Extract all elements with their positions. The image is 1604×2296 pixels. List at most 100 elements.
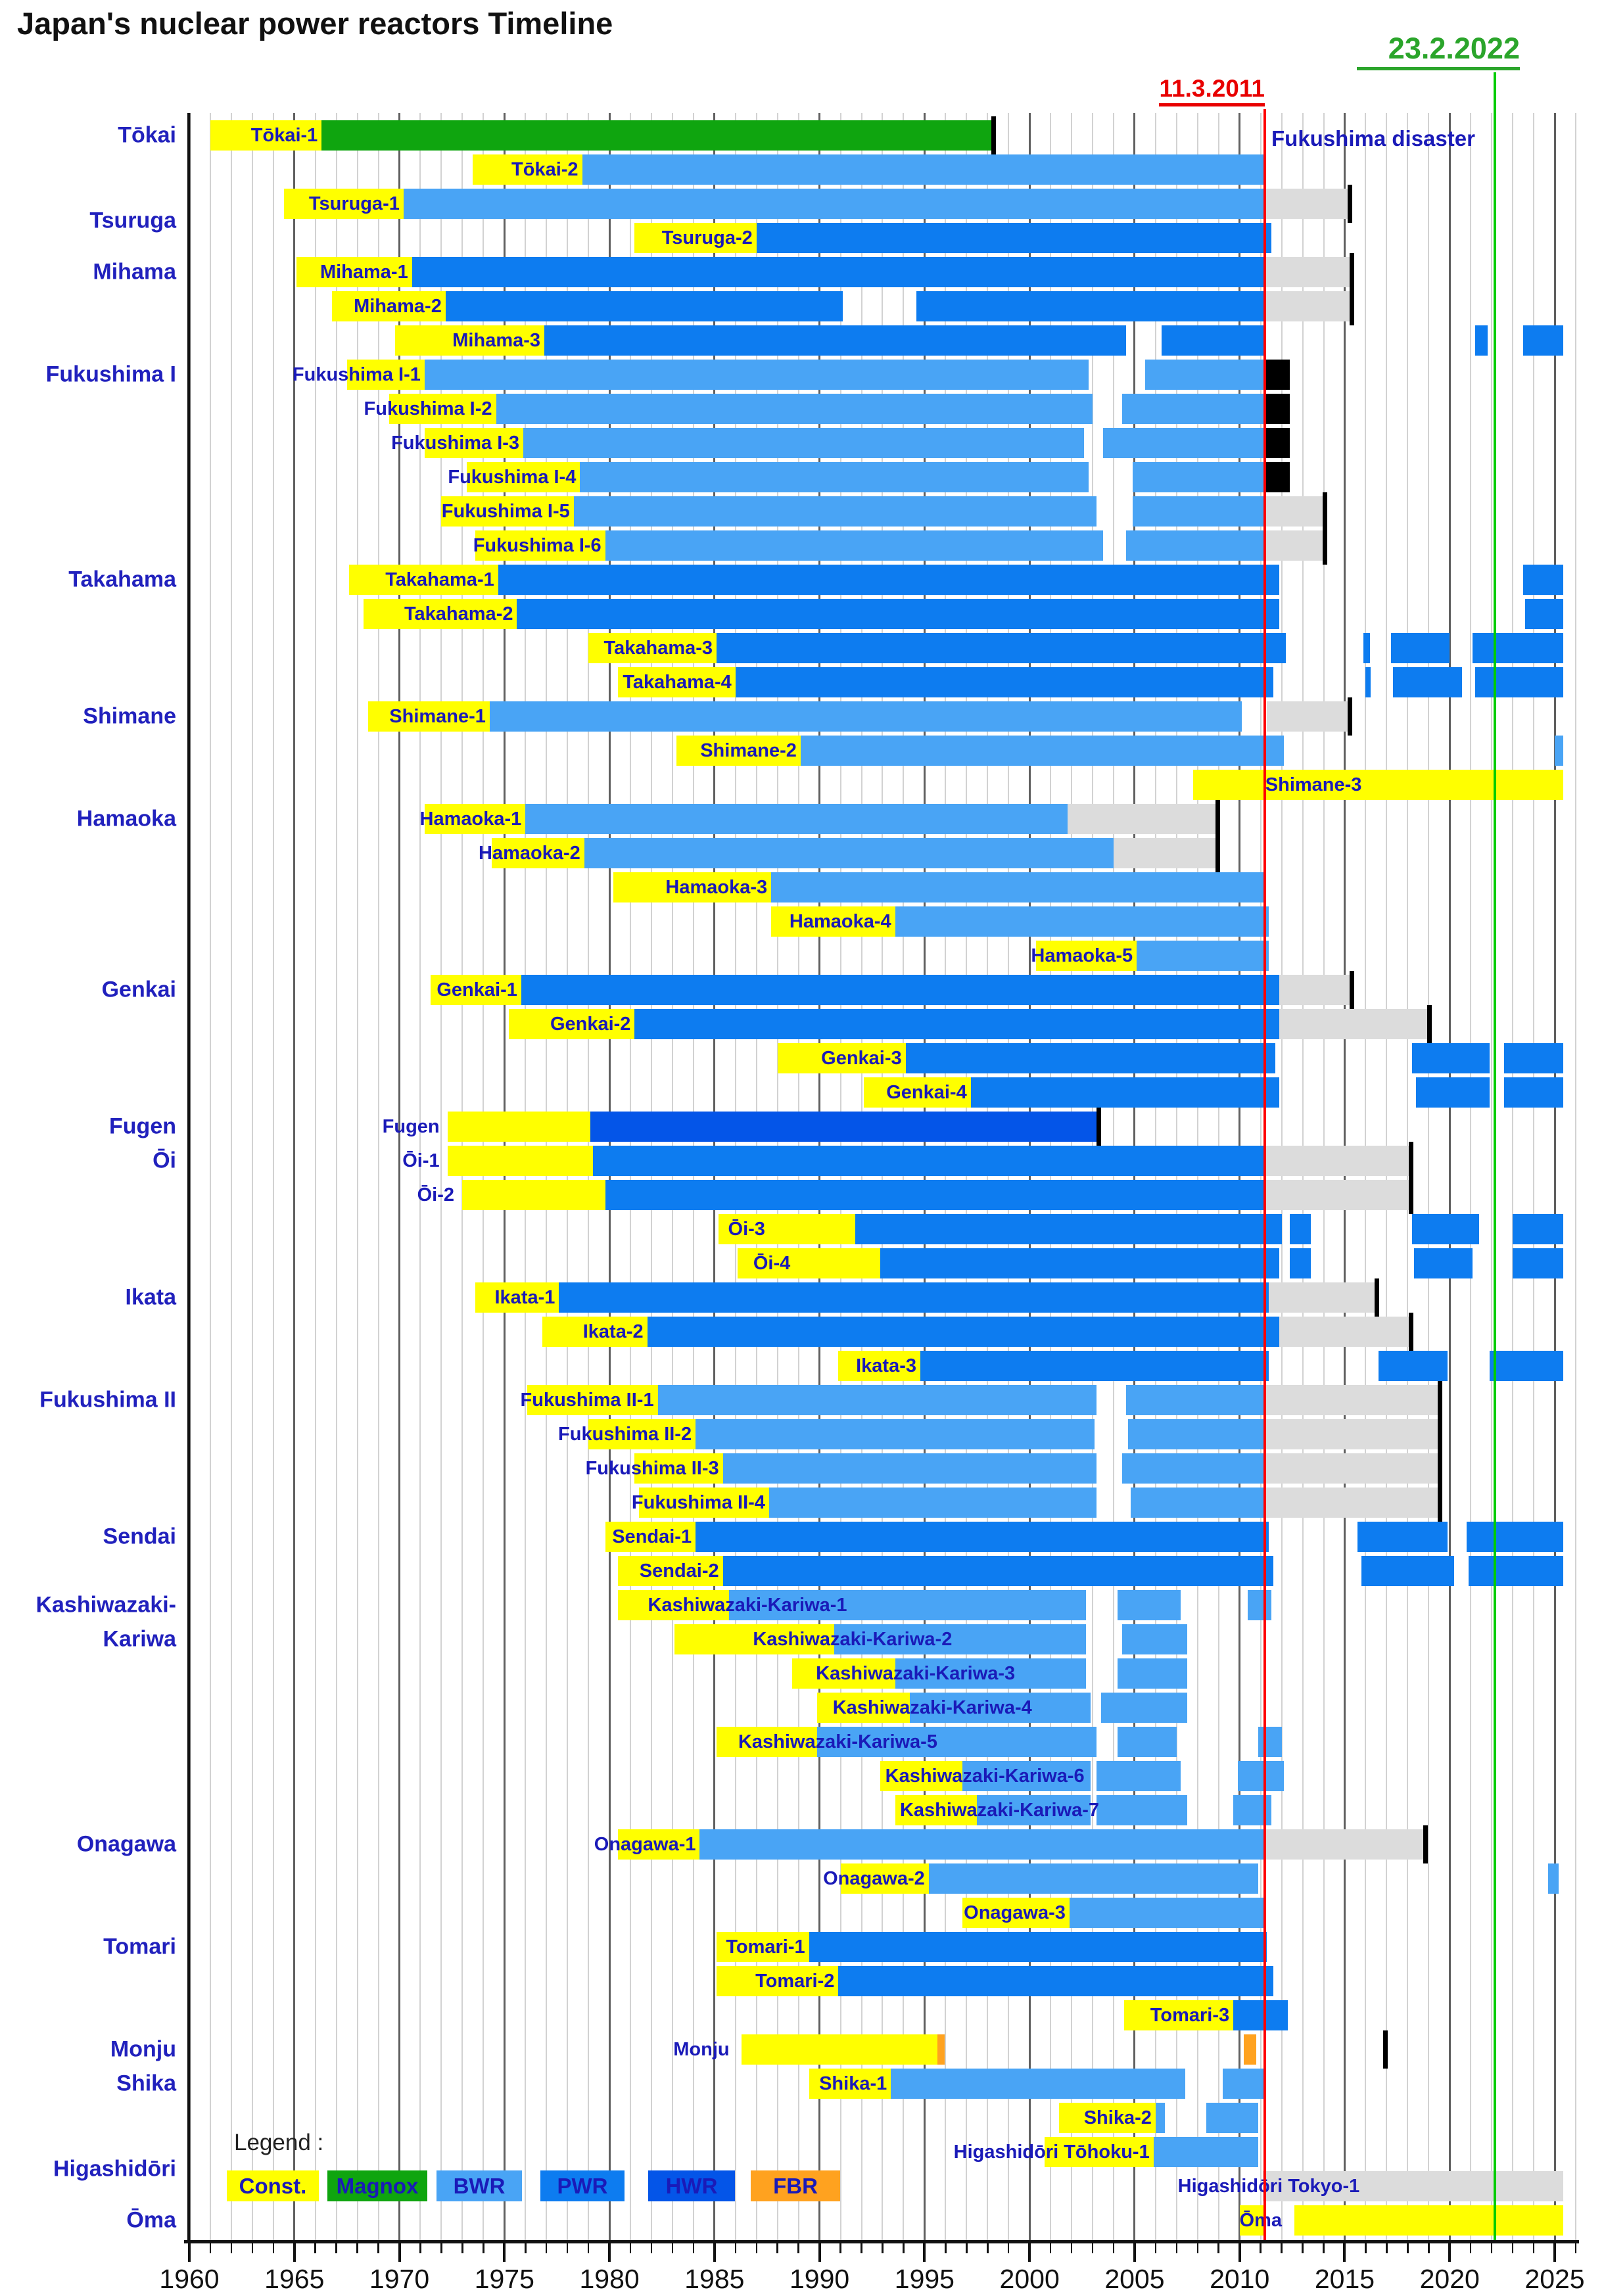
operation-bar bbox=[1468, 1556, 1563, 1586]
decommission-tick bbox=[1383, 2030, 1388, 2069]
operation-bar bbox=[1097, 1761, 1181, 1791]
grid-line-minor bbox=[1071, 113, 1073, 2240]
reactor-label: Fukushima II-3 bbox=[585, 1458, 719, 1479]
operation-bar bbox=[1132, 496, 1265, 527]
operation-bar bbox=[756, 223, 1271, 253]
x-axis-major-tick bbox=[293, 2243, 296, 2262]
construction-bar bbox=[717, 1727, 818, 1757]
grid-line-minor bbox=[1365, 113, 1367, 2240]
decommission-tick bbox=[1215, 834, 1220, 872]
operation-bar bbox=[1416, 1077, 1490, 1108]
construction-bar bbox=[1193, 770, 1563, 800]
reactor-label: Mihama-1 bbox=[319, 262, 408, 283]
construction-bar bbox=[1058, 2103, 1156, 2133]
grid-line-minor bbox=[1533, 113, 1535, 2240]
construction-bar bbox=[840, 1863, 929, 1894]
x-axis-year-label: 2020 bbox=[1419, 2264, 1480, 2294]
grid-line-minor bbox=[1512, 113, 1514, 2240]
suspended-bar bbox=[1264, 257, 1352, 287]
construction-bar bbox=[283, 189, 404, 219]
grid-line-major bbox=[1343, 113, 1346, 2240]
grid-line-minor bbox=[755, 113, 757, 2240]
suspended-bar bbox=[1113, 838, 1217, 868]
reactor-label: Fukushima I-3 bbox=[391, 433, 520, 454]
x-axis-minor-tick bbox=[755, 2243, 757, 2253]
legend-swatch-magnox: Magnox bbox=[327, 2170, 427, 2201]
station-label: Shika bbox=[116, 2071, 176, 2096]
operation-bar bbox=[412, 257, 1265, 287]
operation-bar bbox=[1525, 599, 1563, 629]
suspended-bar bbox=[1264, 1453, 1440, 1484]
x-axis-minor-tick bbox=[1428, 2243, 1430, 2253]
grid-line-minor bbox=[903, 113, 905, 2240]
construction-bar bbox=[1239, 2205, 1265, 2236]
operation-bar bbox=[809, 1932, 1267, 1962]
station-label: Tōkai bbox=[118, 122, 176, 148]
operation-bar bbox=[521, 975, 1280, 1005]
grid-line-minor bbox=[525, 113, 527, 2240]
decommission-tick bbox=[1215, 800, 1220, 838]
suspended-bar bbox=[1264, 1385, 1440, 1415]
reactor-label: Shimane-2 bbox=[700, 740, 797, 761]
page-title: Japan's nuclear power reactors Timeline bbox=[17, 6, 613, 41]
reactor-label: Higashidōri Tōhoku-1 bbox=[953, 2142, 1150, 2163]
reactor-label: Fukushima II-2 bbox=[558, 1424, 692, 1445]
reactor-label: Onagawa-2 bbox=[823, 1868, 925, 1889]
construction-bar bbox=[719, 1214, 855, 1244]
operation-bar bbox=[696, 1419, 1095, 1449]
x-axis-minor-tick bbox=[545, 2243, 548, 2253]
grid-line-minor bbox=[1154, 113, 1156, 2240]
operation-bar bbox=[1523, 565, 1563, 595]
construction-bar bbox=[364, 599, 517, 629]
construction-bar bbox=[792, 1658, 895, 1689]
operation-bar bbox=[1118, 1727, 1177, 1757]
construction-bar bbox=[210, 120, 322, 151]
construction-bar bbox=[838, 1351, 920, 1381]
operation-bar bbox=[1365, 667, 1371, 697]
construction-bar bbox=[424, 804, 526, 834]
x-axis-year-label: 2000 bbox=[999, 2264, 1060, 2294]
operation-bar bbox=[1121, 1624, 1187, 1654]
operation-bar bbox=[1513, 1214, 1563, 1244]
construction-bar bbox=[1035, 941, 1137, 971]
x-axis-minor-tick bbox=[882, 2243, 884, 2253]
construction-bar bbox=[448, 1146, 593, 1176]
grid-line-minor bbox=[483, 113, 484, 2240]
construction-bar bbox=[962, 1898, 1070, 1928]
construction-bar bbox=[441, 496, 574, 527]
decommission-tick bbox=[1438, 1484, 1443, 1522]
reactor-label: Takahama-1 bbox=[385, 569, 494, 590]
operation-bar bbox=[605, 530, 1103, 561]
reactor-label: Tomari-3 bbox=[1150, 2005, 1230, 2026]
destroyed-bar bbox=[1264, 394, 1290, 424]
grid-line-major bbox=[503, 113, 506, 2240]
station-label: Takahama bbox=[68, 567, 176, 592]
grid-line-minor bbox=[1491, 113, 1493, 2240]
decommission-tick bbox=[1350, 971, 1355, 1009]
operation-bar bbox=[517, 599, 1280, 629]
grid-line-minor bbox=[839, 113, 841, 2240]
x-axis-year-label: 1980 bbox=[579, 2264, 640, 2294]
destroyed-bar bbox=[1264, 360, 1290, 390]
grid-line-minor bbox=[230, 113, 232, 2240]
x-axis-minor-tick bbox=[1532, 2243, 1535, 2253]
grid-line-minor bbox=[567, 113, 569, 2240]
construction-bar bbox=[617, 667, 736, 697]
operation-bar bbox=[1473, 633, 1563, 663]
legend-swatch-pwr: PWR bbox=[540, 2170, 625, 2201]
reactor-label: Tomari-2 bbox=[755, 1971, 835, 1992]
decommission-tick bbox=[1322, 492, 1327, 530]
construction-bar bbox=[466, 462, 580, 492]
reactor-label: Hamaoka-2 bbox=[479, 843, 580, 864]
suspended-bar bbox=[1264, 496, 1324, 527]
construction-bar bbox=[492, 838, 584, 868]
reactor-label: Fukushima I-6 bbox=[473, 535, 602, 556]
reactor-label: Takahama-4 bbox=[623, 672, 732, 693]
x-axis-minor-tick bbox=[1511, 2243, 1514, 2253]
reactor-label: Ikata-1 bbox=[494, 1287, 555, 1308]
grid-line-major bbox=[293, 113, 296, 2240]
grid-line-major bbox=[713, 113, 716, 2240]
operation-bar bbox=[717, 633, 1286, 663]
grid-line-major bbox=[608, 113, 611, 2240]
